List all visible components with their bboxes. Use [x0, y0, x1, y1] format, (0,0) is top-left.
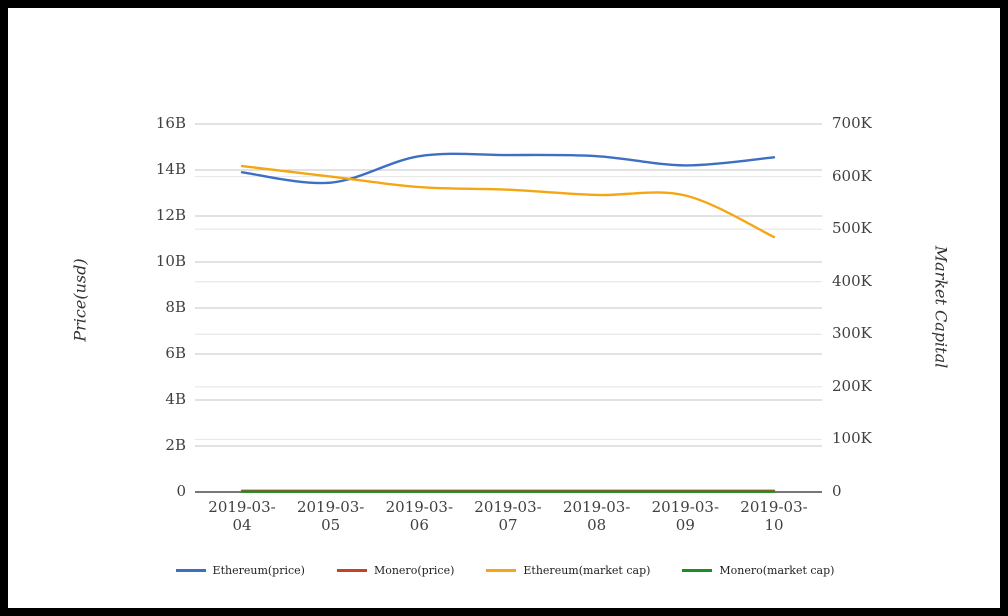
left-axis-tick-label: 4B: [165, 390, 186, 408]
right-axis-tick-label: 700K: [832, 114, 872, 132]
x-tick-line1: 2019-03-: [208, 498, 276, 516]
legend: Ethereum(price) Monero(price) Ethereum(mar…: [175, 564, 835, 577]
x-tick-line1: 2019-03-: [562, 498, 631, 516]
x-tick-line2: 04: [232, 516, 252, 534]
x-tick-line2: 07: [498, 516, 518, 534]
x-tick-line1: 2019-03-: [740, 498, 808, 516]
right-axis-tick-label: 300K: [832, 324, 872, 343]
legend-line-swatch: [175, 569, 206, 572]
right-axis-tick-label: 600K: [832, 166, 872, 185]
left-axis-tick-label: 2B: [165, 436, 186, 454]
legend-item-monero-price[interactable]: Monero(price): [336, 564, 455, 577]
series-line-ethereum-market-cap: [240, 164, 776, 239]
x-axis-tick-label: 2019-03- 04: [194, 498, 290, 534]
left-axis-tick-label: 8B: [165, 298, 186, 316]
x-tick-line1: 2019-03-: [385, 498, 454, 516]
right-axis-tick-label: 200K: [832, 376, 872, 395]
legend-label: Ethereum(market cap): [523, 564, 651, 577]
left-axis-tick-label: 6B: [165, 344, 186, 362]
right-axis-tick-label: 500K: [832, 219, 872, 238]
legend-item-ethereum-price[interactable]: Ethereum(price): [175, 564, 305, 577]
x-tick-line1: 2019-03-: [474, 498, 542, 516]
x-axis-tick-label: 2019-03- 07: [460, 498, 556, 534]
x-tick-line2: 09: [675, 516, 695, 534]
legend-label: Monero(market cap): [719, 564, 835, 577]
series-line-ethereum-price: [240, 152, 776, 185]
x-axis-tick-label: 2019-03- 05: [283, 498, 379, 534]
legend-label: Monero(price): [373, 564, 455, 577]
x-tick-line2: 06: [409, 516, 429, 534]
left-axis-tick-label: 12B: [155, 206, 186, 224]
left-axis-tick-label: 10B: [155, 252, 186, 270]
x-tick-line1: 2019-03-: [651, 498, 720, 516]
right-axis-tick-label: 0: [832, 482, 842, 500]
x-axis-tick-label: 2019-03- 06: [371, 498, 467, 534]
legend-line-swatch: [682, 569, 713, 572]
x-axis-tick-label: 2019-03- 09: [637, 498, 733, 534]
x-axis-tick-label: 2019-03- 08: [549, 498, 645, 534]
legend-label: Ethereum(price): [212, 564, 305, 577]
x-tick-line2: 05: [321, 516, 341, 534]
left-axis-tick-label: 16B: [155, 114, 186, 132]
legend-line-swatch: [336, 569, 367, 572]
legend-item-monero-market-cap[interactable]: Monero(market cap): [682, 564, 834, 577]
right-axis-title: Market Capital: [931, 245, 951, 369]
left-axis-tick-label: 0: [176, 482, 186, 500]
right-axis-tick-label: 100K: [832, 429, 872, 448]
x-tick-line2: 10: [764, 516, 784, 534]
left-axis-title: Price(usd): [70, 258, 90, 342]
x-tick-line2: 08: [587, 516, 607, 534]
left-axis-tick-label: 14B: [155, 160, 186, 178]
x-axis-tick-label: 2019-03- 10: [726, 498, 822, 534]
right-axis-tick-label: 400K: [832, 271, 872, 290]
legend-line-swatch: [486, 569, 517, 572]
legend-item-ethereum-market-cap[interactable]: Ethereum(market cap): [486, 564, 650, 577]
x-tick-line1: 2019-03-: [296, 498, 365, 516]
